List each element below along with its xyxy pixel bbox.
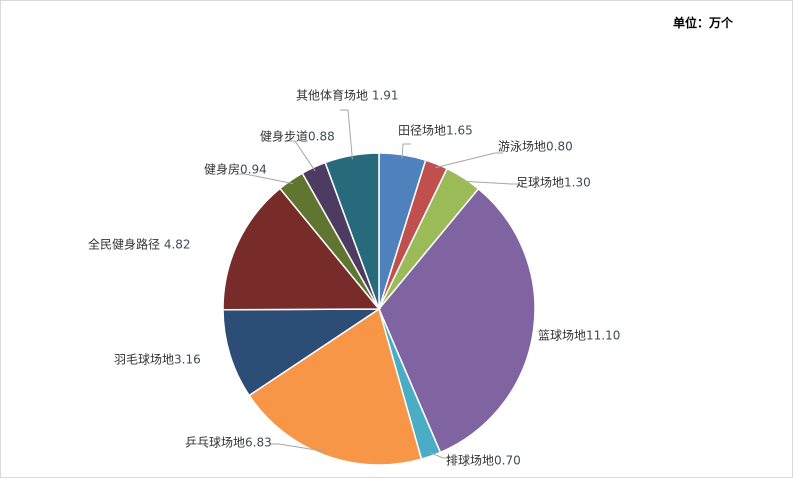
data-label-name: 篮球场地 [538, 328, 587, 343]
data-label-value: 1.91 [368, 88, 399, 103]
data-label-name: 田径场地 [398, 123, 447, 138]
data-label-name: 全民健身路径 [88, 237, 161, 252]
data-label-2: 足球场地1.30 [516, 174, 591, 191]
data-label-value: 0.88 [308, 129, 335, 144]
data-label-value: 0.70 [494, 453, 521, 468]
leader-line-10 [340, 109, 353, 160]
data-label-value: 4.82 [160, 237, 191, 252]
data-label-value: 11.10 [586, 328, 621, 343]
pie-slice-6 [222, 308, 382, 397]
leader-line-2 [461, 180, 519, 185]
data-label-name: 健身步道 [260, 129, 309, 144]
data-label-3: 篮球场地11.10 [538, 327, 620, 344]
data-label-8: 健身房0.94 [204, 161, 267, 178]
data-label-value: 1.65 [446, 123, 473, 138]
leader-line-1 [434, 152, 503, 169]
data-label-name: 游泳场地 [498, 139, 547, 154]
data-label-value: 1.30 [564, 175, 591, 190]
leader-line-0 [401, 143, 411, 159]
data-label-5: 乒乓球场地6.83 [185, 434, 272, 451]
data-label-name: 健身房 [204, 162, 241, 177]
data-label-10: 其他体育场地 1.91 [296, 87, 399, 104]
leader-line-4 [429, 451, 451, 459]
data-label-name: 羽毛球场地 [114, 352, 175, 367]
data-label-0: 田径场地1.65 [398, 122, 473, 139]
leader-line-9 [287, 140, 316, 172]
leader-line-5 [271, 443, 327, 453]
unit-label: 单位：万个 [673, 16, 734, 30]
data-label-9: 健身步道0.88 [260, 128, 335, 145]
data-label-6: 羽毛球场地3.16 [114, 351, 201, 368]
leader-line-8 [237, 173, 294, 185]
pie-slice-5 [248, 307, 423, 466]
data-label-value: 0.80 [546, 139, 573, 154]
data-label-1: 游泳场地0.80 [498, 138, 573, 155]
pie-slice-3 [378, 187, 536, 454]
data-label-name: 排球场地 [446, 453, 495, 468]
data-label-value: 0.94 [240, 162, 267, 177]
data-label-name: 其他体育场地 [296, 88, 369, 103]
data-label-name: 乒乓球场地 [185, 435, 246, 450]
data-label-4: 排球场地0.70 [446, 452, 521, 469]
data-label-value: 3.16 [174, 352, 201, 367]
data-label-value: 6.83 [245, 435, 272, 450]
pie-slice-7 [222, 187, 381, 311]
data-label-name: 足球场地 [516, 175, 565, 190]
data-label-7: 全民健身路径 4.82 [88, 236, 191, 253]
